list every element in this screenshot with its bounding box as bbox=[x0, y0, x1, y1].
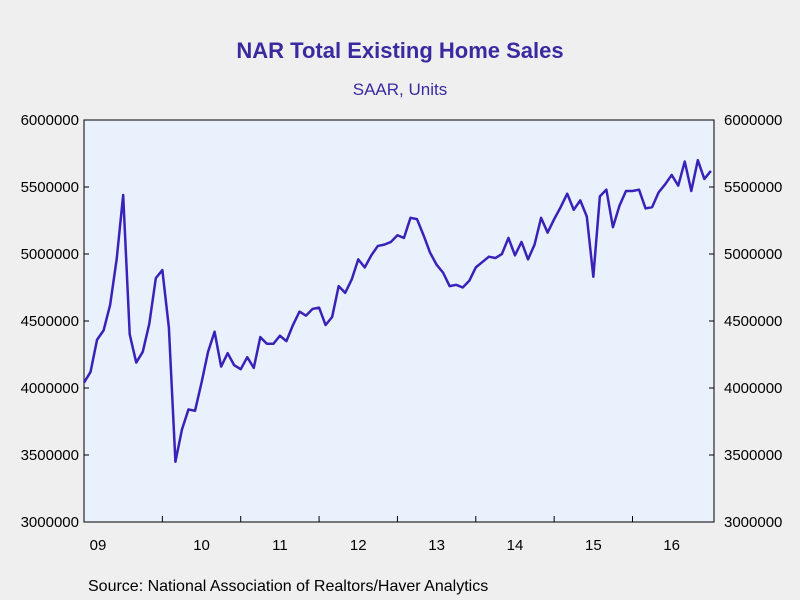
y-tick-label-right: 4000000 bbox=[724, 380, 782, 397]
y-tick-label-right: 6000000 bbox=[724, 112, 782, 129]
y-tick-label-left: 3500000 bbox=[21, 447, 79, 464]
y-tick-label-left: 3000000 bbox=[21, 514, 79, 531]
y-tick-label-left: 5500000 bbox=[21, 179, 79, 196]
x-tick-label: 09 bbox=[90, 537, 107, 554]
y-tick-label-left: 5000000 bbox=[21, 246, 79, 263]
y-tick-label-left: 6000000 bbox=[21, 112, 79, 129]
axis-layer: 3000000 3000000 3500000 3500000 4000000 40000… bbox=[21, 112, 783, 554]
x-tick-label: 11 bbox=[272, 537, 288, 554]
y-tick-label-right: 3500000 bbox=[724, 447, 782, 464]
chart-subtitle: SAAR, Units bbox=[352, 80, 448, 99]
y-tick-label-right: 4500000 bbox=[724, 313, 782, 330]
series-line bbox=[82, 158, 712, 463]
plot-area bbox=[83, 119, 715, 523]
y-tick-label-left: 4000000 bbox=[21, 380, 79, 397]
chart-title: NAR Total Existing Home Sales bbox=[236, 38, 564, 63]
x-tick-label: 13 bbox=[428, 537, 445, 554]
y-tick-label-right: 5500000 bbox=[724, 179, 782, 196]
x-tick-label: 12 bbox=[350, 537, 367, 554]
x-tick-label: 15 bbox=[585, 537, 602, 554]
x-tick-label: 14 bbox=[507, 537, 524, 554]
y-tick-label-right: 5000000 bbox=[724, 246, 782, 263]
chart-source: Source: National Association of Realtors… bbox=[88, 578, 489, 595]
y-tick-label-left: 4500000 bbox=[21, 313, 79, 330]
x-tick-label: 10 bbox=[193, 537, 210, 554]
series-layer bbox=[82, 158, 712, 463]
x-tick-label: 16 bbox=[663, 537, 680, 554]
y-tick-label-right: 3000000 bbox=[724, 514, 782, 531]
